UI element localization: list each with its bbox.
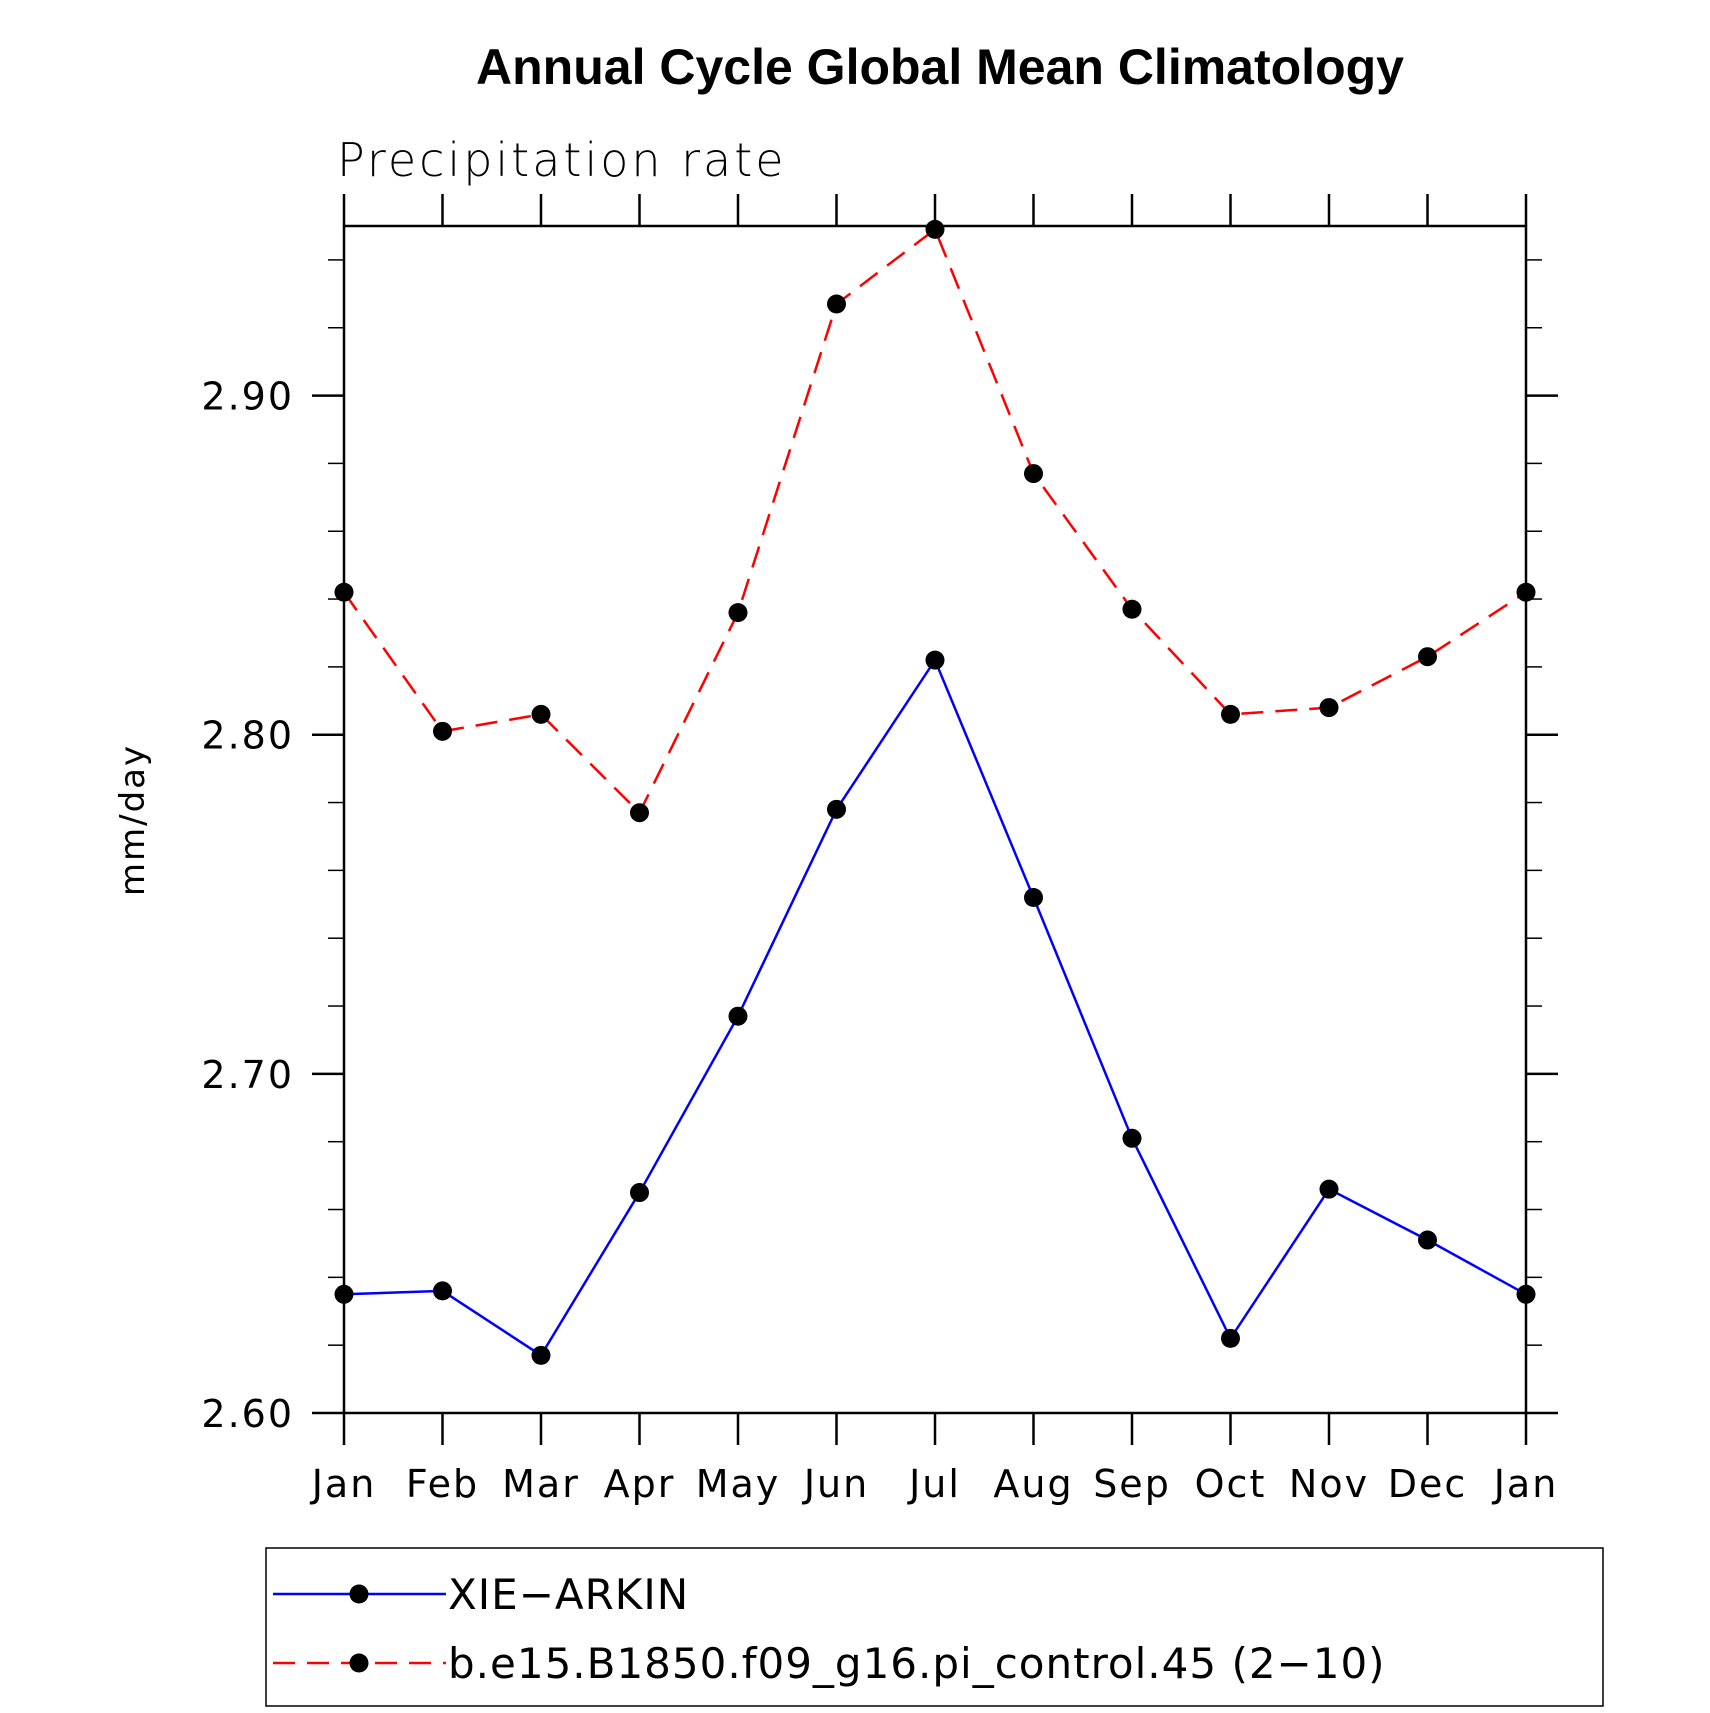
- legend-box: [265, 1547, 1604, 1707]
- data-point: [1516, 1284, 1536, 1304]
- data-point: [827, 294, 846, 314]
- data-point: [531, 1345, 551, 1365]
- data-point: [1024, 888, 1043, 908]
- legend-label-0: XIE−ARKIN: [448, 1570, 689, 1619]
- legend-marker-0: [349, 1584, 369, 1604]
- data-point: [1122, 1128, 1142, 1148]
- y-tick-labels: 2.60 2.70 2.80 2.90: [201, 375, 294, 1436]
- data-point: [334, 1284, 354, 1304]
- data-point: [433, 721, 452, 741]
- series-line-0: [343, 657, 1527, 1358]
- x-tick-label: Sep: [1093, 1462, 1171, 1506]
- data-point: [728, 603, 748, 623]
- data-point: [433, 1281, 452, 1301]
- data-point: [1418, 1230, 1437, 1250]
- data-point: [925, 219, 945, 239]
- chart-subtitle: Precipitation rate: [337, 133, 787, 187]
- data-point: [630, 803, 649, 823]
- x-tick-label: Feb: [406, 1462, 479, 1506]
- data-point: [1319, 1179, 1339, 1199]
- y-tick-label: 2.70: [201, 1053, 294, 1097]
- data-point: [728, 1006, 748, 1026]
- x-tick-label: Jan: [1492, 1462, 1559, 1506]
- data-point: [827, 799, 846, 819]
- x-tick-label: Jun: [802, 1462, 869, 1506]
- series-layer: [334, 219, 1536, 1365]
- plot-frame: [342, 224, 1528, 1415]
- x-tick-label: Mar: [502, 1462, 580, 1506]
- axis-ticks: [312, 194, 1558, 1445]
- legend-entries: XIE−ARKIN b.e15.B1850.f09_g16.pi_control.…: [273, 1570, 1386, 1688]
- x-tick-label: Oct: [1195, 1462, 1267, 1506]
- data-point: [1418, 647, 1437, 667]
- data-point: [334, 582, 354, 602]
- chart-title: Annual Cycle Global Mean Climatology: [476, 39, 1404, 95]
- data-point: [1221, 1328, 1240, 1348]
- data-point: [1122, 599, 1142, 619]
- x-tick-label: May: [696, 1462, 781, 1506]
- legend: XIE−ARKIN b.e15.B1850.f09_g16.pi_control.…: [265, 1547, 1604, 1707]
- y-tick-label: 2.90: [201, 375, 294, 419]
- data-point: [531, 704, 551, 724]
- legend-marker-1: [349, 1653, 369, 1673]
- y-tick-label: 2.60: [201, 1392, 294, 1436]
- data-point: [1319, 698, 1339, 718]
- x-tick-label: Jul: [907, 1462, 961, 1506]
- data-point: [1221, 704, 1240, 724]
- series-line-1: [342, 227, 1527, 815]
- y-axis-label: mm/day: [113, 744, 153, 896]
- data-point: [1516, 582, 1536, 602]
- data-point: [630, 1183, 649, 1203]
- y-tick-label: 2.80: [201, 714, 294, 758]
- x-tick-labels: Jan Feb Mar Apr May Jun Jul Aug Sep Oct Nov Dec Jan: [310, 1462, 1559, 1506]
- x-tick-label: Nov: [1289, 1462, 1369, 1506]
- x-tick-label: Jan: [310, 1462, 377, 1506]
- legend-label-1: b.e15.B1850.f09_g16.pi_control.45 (2−10): [448, 1639, 1386, 1688]
- x-tick-label: Dec: [1388, 1462, 1468, 1506]
- x-tick-label: Aug: [993, 1462, 1073, 1506]
- data-point: [925, 650, 945, 670]
- x-tick-label: Apr: [604, 1462, 676, 1506]
- data-point: [1024, 464, 1043, 484]
